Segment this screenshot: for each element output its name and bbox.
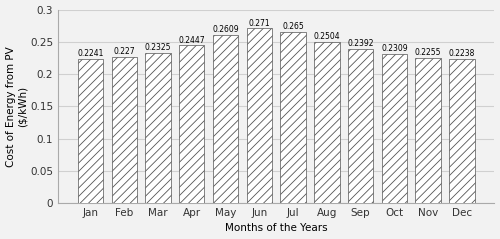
Bar [314, 42, 340, 203]
Bar [280, 32, 305, 203]
Bar [78, 59, 103, 203]
Bar [450, 59, 474, 203]
X-axis label: Months of the Years: Months of the Years [225, 223, 328, 234]
Text: 0.2325: 0.2325 [144, 43, 171, 52]
Text: 0.227: 0.227 [114, 47, 135, 56]
Bar [213, 35, 238, 203]
Text: 0.2504: 0.2504 [314, 32, 340, 41]
Text: 0.2447: 0.2447 [178, 36, 205, 45]
Text: 0.271: 0.271 [248, 19, 270, 28]
Text: 0.2238: 0.2238 [448, 49, 475, 58]
Bar [416, 58, 441, 203]
Text: 0.265: 0.265 [282, 22, 304, 32]
Bar [348, 49, 374, 203]
Text: 0.2255: 0.2255 [415, 48, 442, 57]
Text: 0.2609: 0.2609 [212, 25, 239, 34]
Bar [112, 57, 137, 203]
Text: 0.2392: 0.2392 [348, 39, 374, 48]
Bar [146, 53, 171, 203]
Text: 0.2309: 0.2309 [381, 44, 407, 54]
Y-axis label: Cost of Energy from PV
($/kWh): Cost of Energy from PV ($/kWh) [6, 46, 27, 167]
Bar [382, 54, 407, 203]
Text: 0.2241: 0.2241 [77, 49, 104, 58]
Bar [179, 45, 204, 203]
Bar [246, 28, 272, 203]
